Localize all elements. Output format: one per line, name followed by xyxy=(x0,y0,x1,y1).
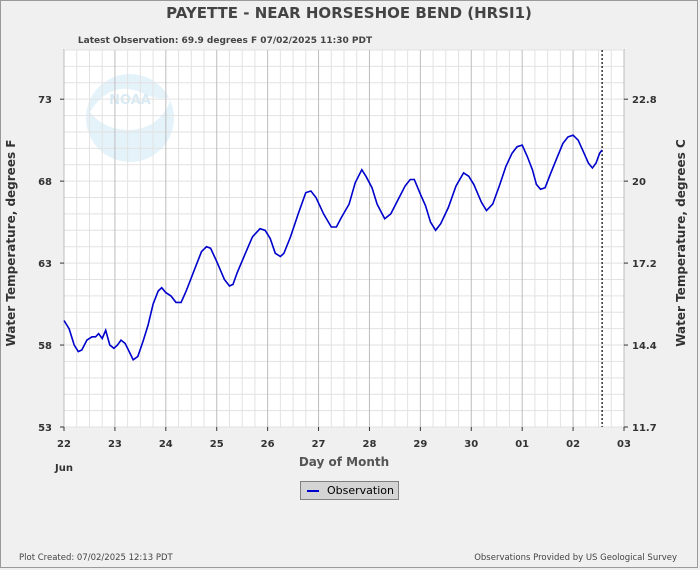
x-tick-label: 22 xyxy=(57,439,71,450)
x-tick-label: 01 xyxy=(515,439,529,450)
x-tick-label: 03 xyxy=(617,439,631,450)
y-left-tick-label: 73 xyxy=(38,95,52,106)
chart-subtitle: Latest Observation: 69.9 degrees F 07/02… xyxy=(78,36,373,46)
grid-lines xyxy=(63,49,625,428)
x-tick-label: 25 xyxy=(210,439,224,450)
y-left-tick-label: 58 xyxy=(38,341,52,352)
y-axis-left-label: Water Temperature, degrees F xyxy=(4,140,18,347)
y-left-tick-label: 53 xyxy=(38,423,52,434)
x-tick-label: 02 xyxy=(566,439,580,450)
y-right-tick-label: 17.2 xyxy=(632,259,657,270)
legend-label-observation: Observation xyxy=(327,484,394,497)
y-axis-right-label: Water Temperature, degrees C xyxy=(674,139,688,347)
chart-title: PAYETTE - NEAR HORSESHOE BEND (HRSI1) xyxy=(166,4,532,22)
y-axis-right: 11.7 14.4 17.2 20 22.8 xyxy=(624,95,657,434)
x-tick-label: 29 xyxy=(413,439,427,450)
y-right-tick-label: 14.4 xyxy=(632,341,657,352)
legend-swatch-observation xyxy=(307,489,319,492)
x-axis: 22 23 24 25 26 27 28 29 30 01 02 03 xyxy=(57,427,631,450)
y-right-tick-label: 11.7 xyxy=(632,423,657,434)
y-right-tick-label: 20 xyxy=(632,177,646,188)
x-tick-label: 28 xyxy=(362,439,376,450)
y-left-tick-label: 68 xyxy=(38,177,52,188)
x-month-label: Jun xyxy=(54,463,73,474)
series-line-observation xyxy=(63,134,603,362)
x-tick-label: 27 xyxy=(312,439,326,450)
legend: Observation xyxy=(300,481,399,500)
x-tick-label: 24 xyxy=(159,439,173,450)
footer-data-source: Observations Provided by US Geological S… xyxy=(474,553,677,563)
footer-plot-created: Plot Created: 07/02/2025 12:13 PDT xyxy=(19,553,173,563)
y-left-tick-label: 63 xyxy=(38,259,52,270)
y-axis-left: 53 58 63 68 73 xyxy=(38,95,64,434)
x-tick-label: 23 xyxy=(108,439,122,450)
x-tick-label: 26 xyxy=(261,439,275,450)
x-tick-label: 30 xyxy=(464,439,478,450)
x-axis-label: Day of Month xyxy=(299,455,389,469)
y-right-tick-label: 22.8 xyxy=(632,95,657,106)
